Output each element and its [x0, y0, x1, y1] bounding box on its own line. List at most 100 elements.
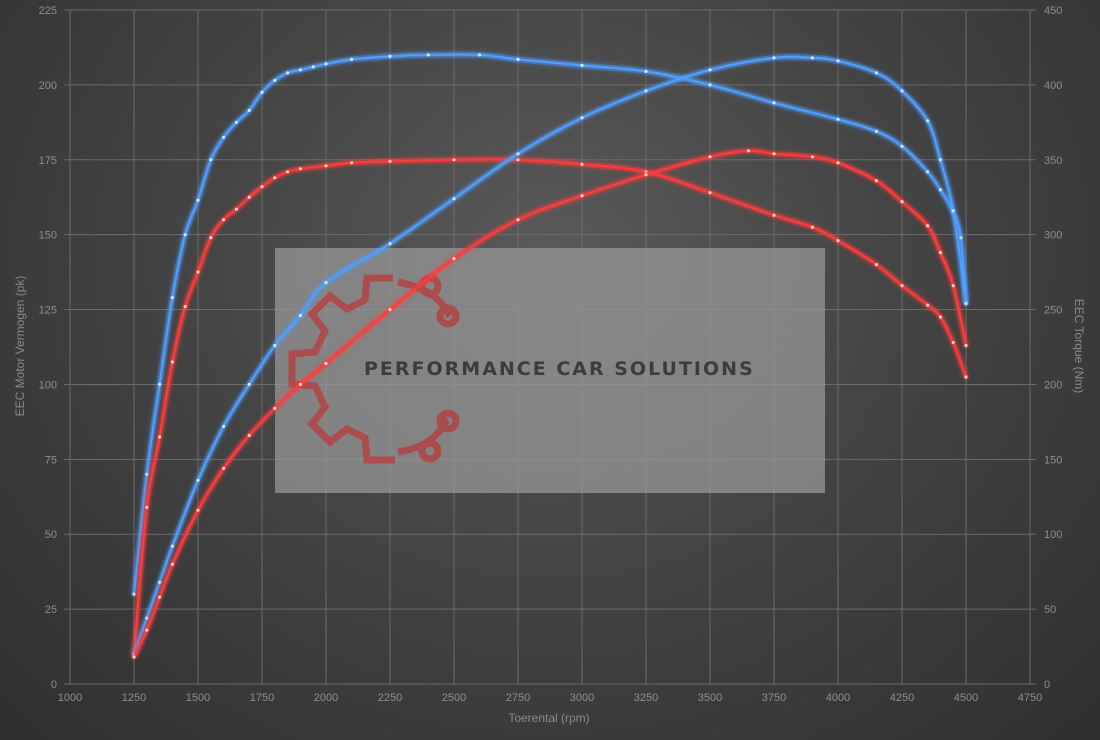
data-point: [145, 628, 149, 632]
data-point: [516, 218, 520, 222]
data-point: [222, 466, 226, 470]
data-point: [452, 197, 456, 201]
y2-tick-label: 150: [1044, 454, 1062, 466]
y-axis-title: EEC Motor Vermogen (pk): [13, 276, 27, 417]
data-point: [132, 592, 136, 596]
data-point: [247, 382, 251, 386]
data-point: [516, 57, 520, 62]
data-point: [158, 595, 162, 599]
data-point: [900, 89, 904, 93]
y-tick-label: 150: [39, 230, 57, 242]
data-point: [874, 263, 879, 267]
watermark-text: PERFORMANCE CAR SOLUTIONS: [364, 358, 755, 380]
data-point: [170, 296, 174, 300]
data-point: [222, 424, 226, 428]
data-point: [772, 213, 776, 217]
x-tick-label: 4500: [954, 692, 978, 704]
x-tick-label: 1500: [186, 692, 210, 704]
data-point: [959, 236, 963, 240]
data-point: [158, 580, 162, 584]
x-tick-label: 3750: [762, 692, 786, 704]
x-axis-ticks: 1000 1250 1500 1750 2000 2250 2500 2750 3000 3250…: [58, 692, 1042, 704]
x-tick-label: 2500: [442, 692, 466, 704]
y2-tick-label: 50: [1044, 604, 1056, 616]
y-tick-label: 50: [45, 529, 57, 541]
series-lines: [131, 51, 969, 660]
y2-tick-label: 400: [1044, 80, 1062, 92]
y2-axis-ticks: 0 50 100 150 200 250 300 350 400 450: [1044, 5, 1062, 691]
x-tick-label: 2750: [506, 692, 530, 704]
data-point: [810, 155, 815, 159]
data-point: [350, 161, 354, 165]
data-point: [900, 200, 904, 204]
y2-axis-title: EEC Torque (Nm): [1072, 299, 1086, 393]
data-point: [286, 170, 290, 174]
x-axis-title: Toerental (rpm): [508, 711, 589, 725]
data-point: [260, 90, 264, 94]
data-point: [170, 562, 174, 566]
data-point: [196, 198, 200, 202]
data-point: [580, 116, 584, 120]
data-point: [196, 270, 200, 274]
y-tick-label: 0: [51, 679, 57, 691]
x-tick-label: 1250: [122, 692, 146, 704]
data-point: [746, 149, 751, 153]
data-point: [836, 117, 840, 121]
data-point: [951, 284, 955, 288]
data-point: [234, 120, 238, 124]
y2-tick-label: 450: [1044, 5, 1062, 17]
data-point: [234, 207, 238, 211]
data-point: [388, 308, 392, 312]
x-tick-label: 4000: [826, 692, 850, 704]
data-point: [273, 343, 277, 348]
data-point: [298, 167, 302, 171]
y2-tick-label: 250: [1044, 305, 1062, 317]
y-axis-ticks: 0 25 50 75 100 125 150 175 200 225: [39, 5, 57, 691]
x-tick-label: 3000: [570, 692, 594, 704]
data-point: [158, 435, 162, 439]
data-point: [311, 65, 315, 69]
data-point: [260, 185, 264, 189]
data-point: [426, 53, 430, 57]
x-tick-label: 1750: [250, 692, 274, 704]
data-point: [145, 472, 149, 476]
x-tick-label: 3250: [634, 692, 658, 704]
data-point: [836, 239, 840, 243]
data-point: [132, 655, 136, 659]
data-point: [580, 162, 584, 166]
data-point: [772, 152, 776, 156]
data-point: [951, 340, 955, 345]
y2-tick-label: 350: [1044, 155, 1062, 167]
data-point: [183, 233, 187, 237]
data-point: [478, 53, 482, 57]
data-point: [388, 242, 392, 246]
data-point: [874, 179, 879, 183]
data-point: [900, 284, 904, 288]
data-point: [874, 71, 879, 75]
data-point: [708, 83, 712, 87]
data-point: [209, 236, 213, 240]
data-point: [273, 78, 277, 82]
data-point: [644, 69, 648, 73]
y-tick-label: 25: [45, 604, 57, 616]
data-point: [388, 54, 392, 59]
data-point: [938, 251, 943, 255]
watermark: PERFORMANCE CAR SOLUTIONS: [275, 248, 825, 493]
data-point: [938, 158, 943, 162]
data-point: [708, 191, 712, 195]
series-line-3: [132, 149, 968, 659]
data-point: [324, 62, 328, 66]
data-point: [222, 135, 226, 139]
data-point: [145, 505, 149, 509]
data-point: [580, 194, 584, 198]
data-point: [772, 101, 776, 105]
data-point: [209, 158, 213, 162]
data-point: [964, 343, 968, 348]
data-point: [708, 68, 712, 72]
y-tick-label: 75: [45, 454, 57, 466]
data-point: [145, 616, 149, 620]
data-point: [388, 159, 392, 163]
data-point: [900, 144, 904, 148]
y2-tick-label: 300: [1044, 230, 1062, 242]
